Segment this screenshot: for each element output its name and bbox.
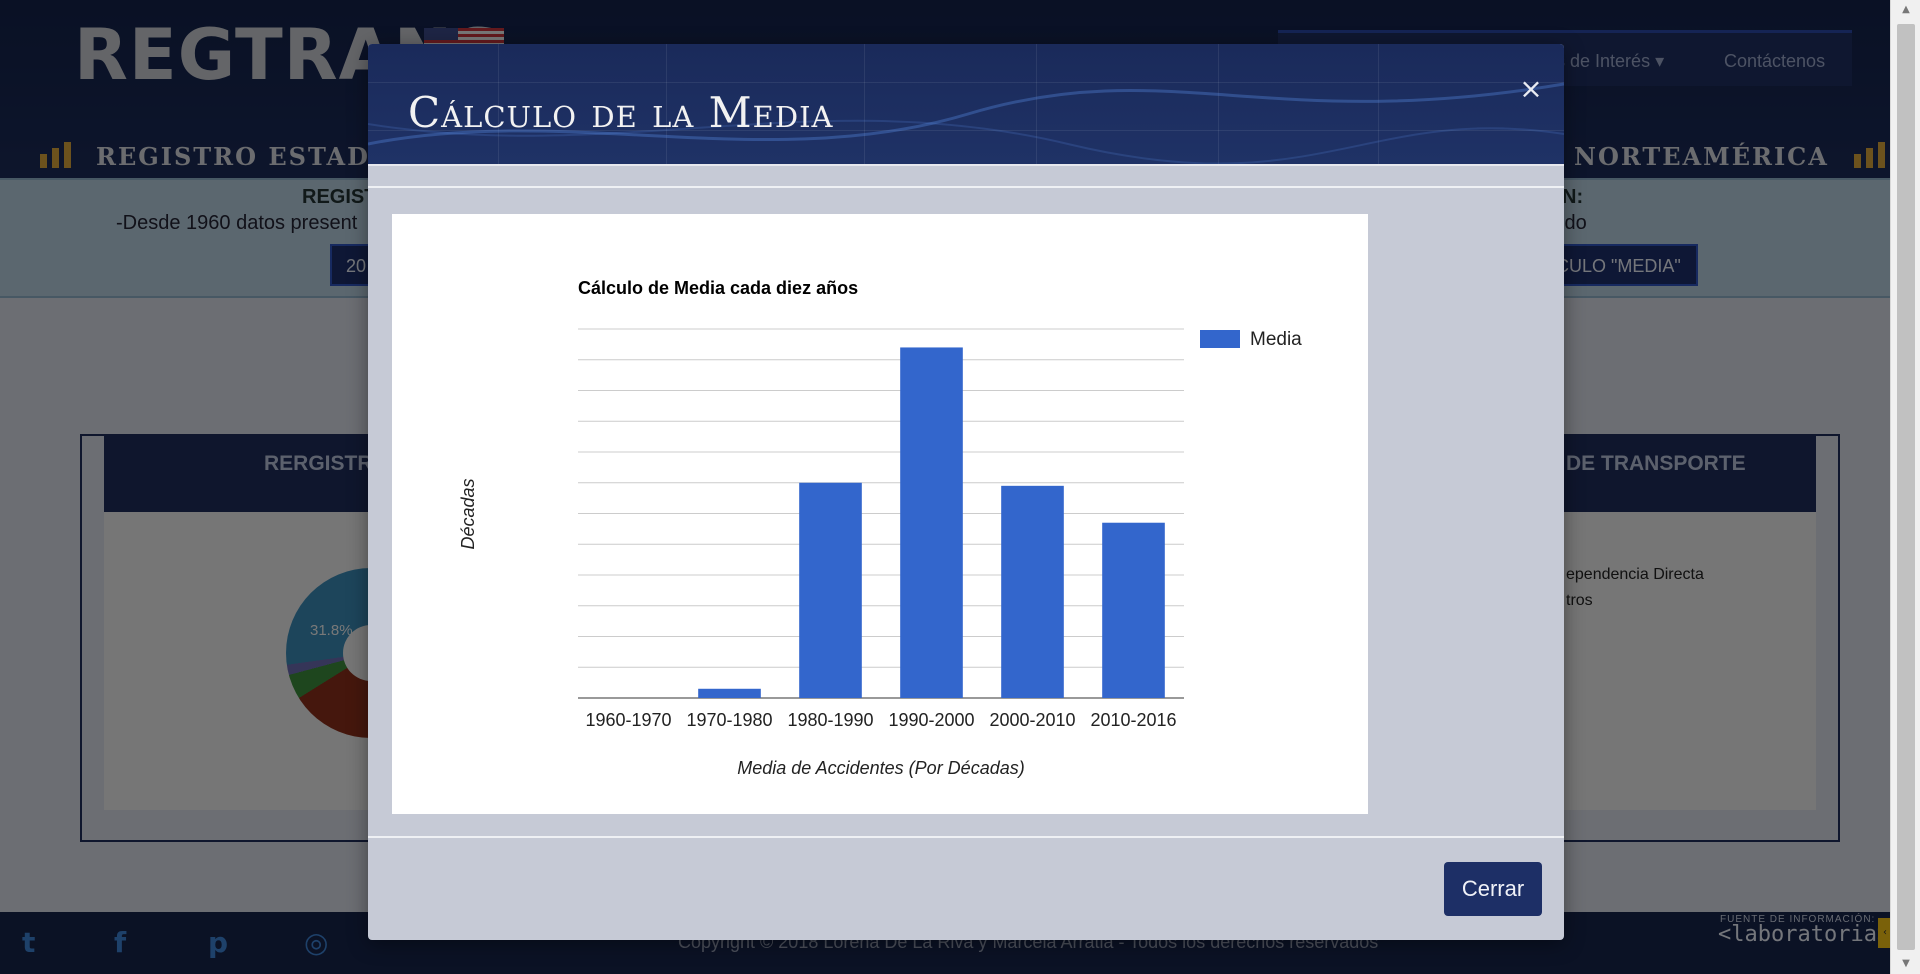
bar-chart: Cálculo de Media cada diez años 1960-1970… bbox=[458, 278, 1302, 778]
scroll-up-icon[interactable]: ▲ bbox=[1902, 4, 1910, 15]
bar bbox=[1102, 522, 1165, 698]
header-wave-decoration bbox=[368, 82, 1564, 164]
modal-title: Cálculo de la Media bbox=[408, 88, 834, 137]
bar bbox=[698, 688, 761, 698]
chart-container: Cálculo de Media cada diez años 1960-1970… bbox=[392, 214, 1368, 814]
legend-label: Media bbox=[1250, 329, 1302, 350]
modal-divider bbox=[368, 186, 1564, 188]
chart-title: Cálculo de Media cada diez años bbox=[578, 278, 858, 298]
close-icon[interactable]: × bbox=[1519, 72, 1543, 105]
media-modal: Cálculo de la Media × Cálculo de Media c… bbox=[368, 44, 1564, 940]
page-scrollbar[interactable]: ▲ ▼ bbox=[1890, 0, 1920, 974]
x-tick-label: 1960-1970 bbox=[585, 710, 671, 730]
x-axis-label: Media de Accidentes (Por Décadas) bbox=[737, 758, 1024, 778]
bar bbox=[900, 347, 963, 698]
y-axis-label: Décadas bbox=[458, 478, 478, 549]
modal-divider bbox=[368, 836, 1564, 838]
x-tick-label: 1990-2000 bbox=[888, 710, 974, 730]
modal-header: Cálculo de la Media × bbox=[368, 44, 1564, 166]
bar bbox=[1001, 485, 1064, 698]
x-tick-label: 1970-1980 bbox=[686, 710, 772, 730]
x-tick-label: 1980-1990 bbox=[787, 710, 873, 730]
bar bbox=[799, 482, 862, 698]
x-tick-label: 2010-2016 bbox=[1090, 710, 1176, 730]
scroll-thumb[interactable] bbox=[1897, 24, 1915, 950]
x-tick-label: 2000-2010 bbox=[989, 710, 1075, 730]
scroll-down-icon[interactable]: ▼ bbox=[1902, 958, 1910, 969]
legend-swatch bbox=[1200, 330, 1240, 348]
close-button[interactable]: Cerrar bbox=[1444, 862, 1542, 916]
